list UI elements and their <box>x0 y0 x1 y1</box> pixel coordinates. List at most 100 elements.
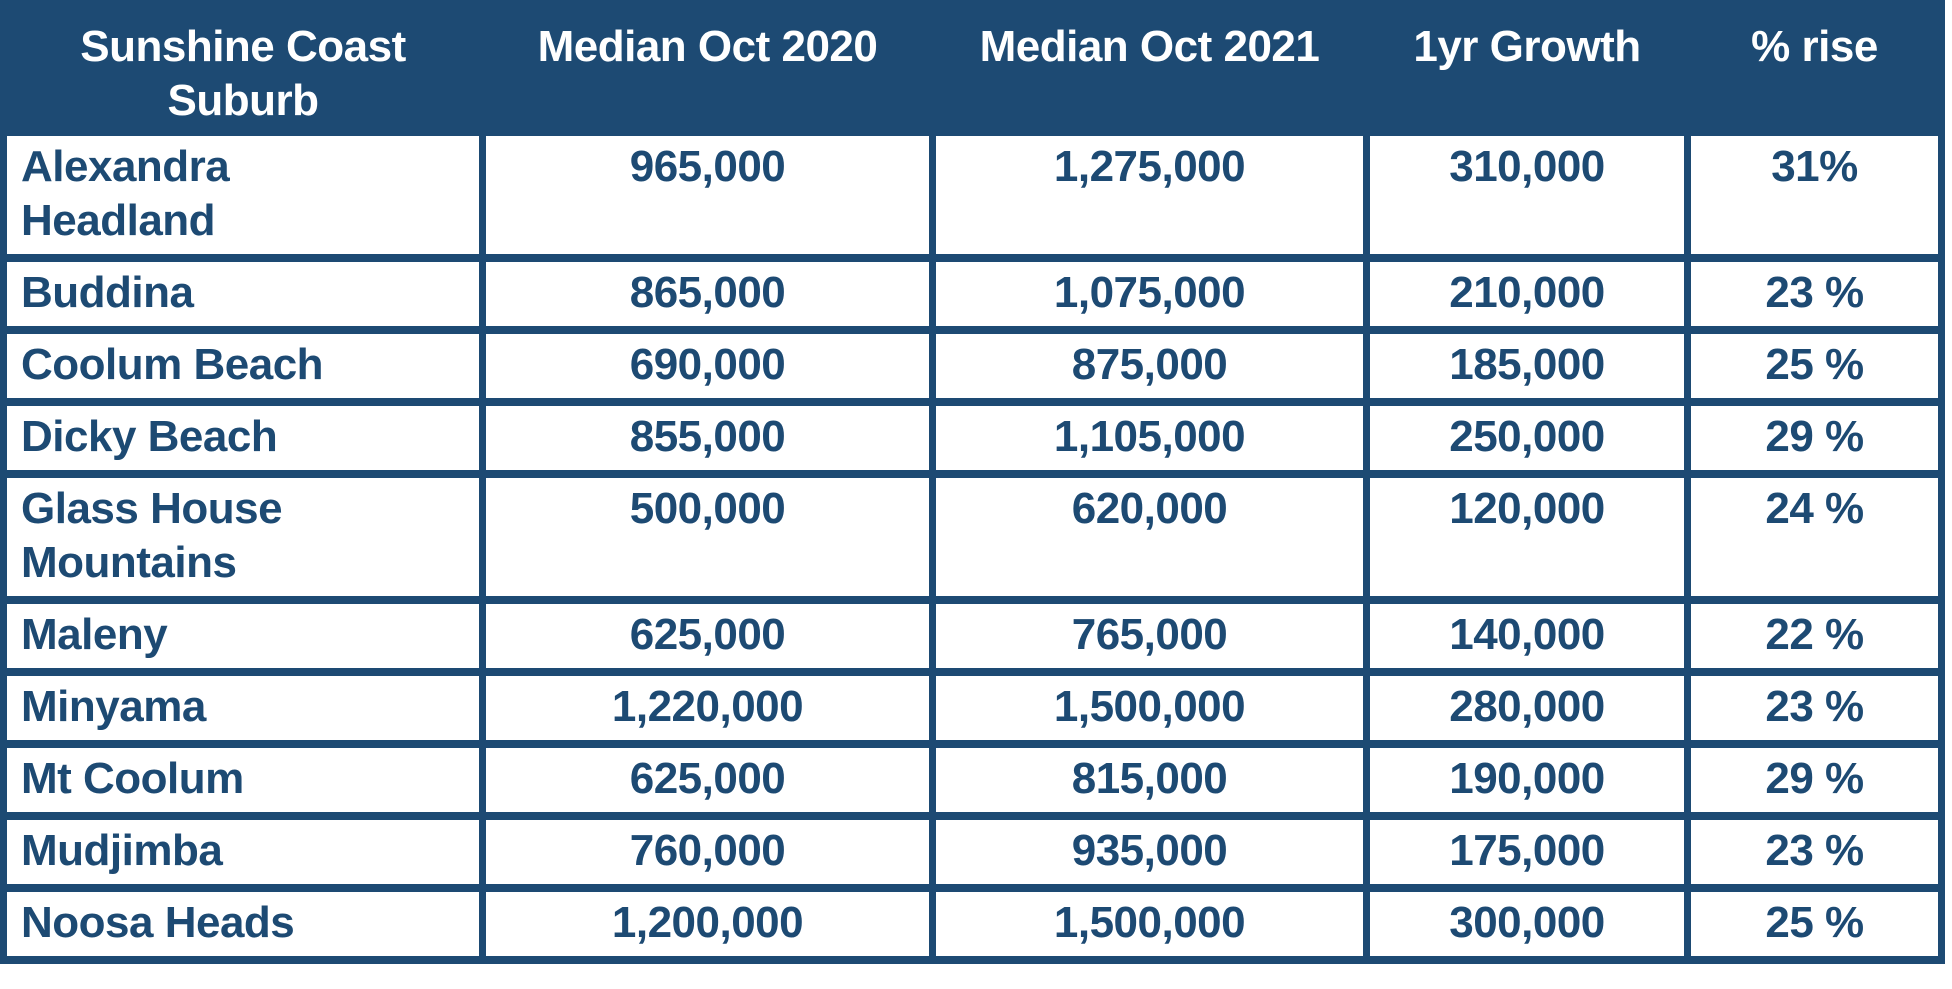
median-oct-2020-cell: 625,000 <box>479 596 936 676</box>
median-oct-2021-cell: 1,500,000 <box>929 884 1370 964</box>
median-oct-2021-value: 875,000 <box>1071 340 1228 389</box>
median-oct-2021-cell: 620,000 <box>929 470 1370 604</box>
pct-rise-cell: 29 % <box>1684 740 1945 820</box>
median-oct-2021-cell: 1,075,000 <box>929 254 1370 334</box>
growth-value: 210,000 <box>1449 268 1605 317</box>
median-oct-2020-value: 1,220,000 <box>611 682 804 731</box>
median-oct-2021-cell: 1,275,000 <box>929 128 1370 262</box>
suburb-cell: Buddina <box>0 254 486 334</box>
median-oct-2021-value: 1,500,000 <box>1053 898 1246 947</box>
median-oct-2021-value: 765,000 <box>1071 610 1228 659</box>
header-pct-rise: % rise <box>1684 0 1945 136</box>
median-oct-2020-value: 760,000 <box>629 826 786 875</box>
header-suburb: Sunshine Coast Suburb <box>0 0 486 136</box>
growth-value: 250,000 <box>1449 412 1605 461</box>
growth-value: 190,000 <box>1449 754 1605 803</box>
growth-value: 175,000 <box>1449 826 1605 875</box>
median-oct-2020-cell: 500,000 <box>479 470 936 604</box>
pct-rise-value: 29 % <box>1765 412 1864 461</box>
median-oct-2021-cell: 765,000 <box>929 596 1370 676</box>
median-oct-2020-value: 865,000 <box>629 268 786 317</box>
median-oct-2020-cell: 690,000 <box>479 326 936 406</box>
table-row: Buddina 865,000 1,075,000 210,000 23 % <box>0 254 1945 334</box>
suburb-name: Minyama <box>21 682 206 731</box>
median-oct-2020-value: 965,000 <box>629 142 786 191</box>
median-oct-2020-value: 500,000 <box>629 484 786 533</box>
suburb-name: Buddina <box>21 268 194 317</box>
suburb-cell: Mt Coolum <box>0 740 486 820</box>
median-oct-2021-cell: 815,000 <box>929 740 1370 820</box>
median-oct-2021-value: 620,000 <box>1071 484 1228 533</box>
median-oct-2021-value: 1,500,000 <box>1053 682 1246 731</box>
pct-rise-value: 25 % <box>1765 340 1864 389</box>
suburb-name: Dicky Beach <box>21 412 278 461</box>
median-oct-2020-value: 690,000 <box>629 340 786 389</box>
pct-rise-cell: 25 % <box>1684 326 1945 406</box>
table-row: Mudjimba 760,000 935,000 175,000 23 % <box>0 812 1945 892</box>
table-row: Noosa Heads 1,200,000 1,500,000 300,000 … <box>0 884 1945 964</box>
median-oct-2021-cell: 875,000 <box>929 326 1370 406</box>
suburb-price-table: Sunshine Coast Suburb Median Oct 2020 Me… <box>0 0 1945 964</box>
table-row: Alexandra Headland 965,000 1,275,000 310… <box>0 128 1945 262</box>
pct-rise-value: 29 % <box>1765 754 1864 803</box>
table-row: Dicky Beach 855,000 1,105,000 250,000 29… <box>0 398 1945 478</box>
median-oct-2020-value: 1,200,000 <box>611 898 804 947</box>
growth-value: 140,000 <box>1449 610 1605 659</box>
pct-rise-cell: 29 % <box>1684 398 1945 478</box>
pct-rise-value: 23 % <box>1765 826 1864 875</box>
table-row: Coolum Beach 690,000 875,000 185,000 25 … <box>0 326 1945 406</box>
growth-cell: 190,000 <box>1363 740 1691 820</box>
suburb-cell: Maleny <box>0 596 486 676</box>
median-oct-2021-cell: 1,105,000 <box>929 398 1370 478</box>
table-row: Glass House Mountains 500,000 620,000 12… <box>0 470 1945 604</box>
pct-rise-cell: 22 % <box>1684 596 1945 676</box>
table-row: Maleny 625,000 765,000 140,000 22 % <box>0 596 1945 676</box>
growth-cell: 140,000 <box>1363 596 1691 676</box>
median-oct-2020-cell: 855,000 <box>479 398 936 478</box>
suburb-cell: Minyama <box>0 668 486 748</box>
header-suburb-label: Sunshine Coast Suburb <box>80 22 406 125</box>
header-median-2020-label: Median Oct 2020 <box>537 22 878 71</box>
header-row: Sunshine Coast Suburb Median Oct 2020 Me… <box>0 0 1945 136</box>
pct-rise-value: 23 % <box>1765 682 1864 731</box>
median-oct-2021-value: 815,000 <box>1071 754 1228 803</box>
median-oct-2020-cell: 760,000 <box>479 812 936 892</box>
growth-cell: 300,000 <box>1363 884 1691 964</box>
growth-cell: 280,000 <box>1363 668 1691 748</box>
suburb-name: Glass House Mountains <box>21 484 283 587</box>
median-oct-2021-value: 1,275,000 <box>1053 142 1246 191</box>
suburb-name: Maleny <box>21 610 168 659</box>
pct-rise-value: 31% <box>1771 142 1858 191</box>
suburb-name: Coolum Beach <box>21 340 324 389</box>
suburb-name: Mudjimba <box>21 826 223 875</box>
header-median-oct-2021: Median Oct 2021 <box>929 0 1370 136</box>
pct-rise-cell: 23 % <box>1684 254 1945 334</box>
median-oct-2020-value: 625,000 <box>629 754 786 803</box>
pct-rise-value: 24 % <box>1765 484 1864 533</box>
suburb-name: Alexandra Headland <box>21 142 230 245</box>
median-oct-2021-cell: 1,500,000 <box>929 668 1370 748</box>
median-oct-2020-cell: 1,200,000 <box>479 884 936 964</box>
suburb-cell: Alexandra Headland <box>0 128 486 262</box>
median-oct-2020-cell: 1,220,000 <box>479 668 936 748</box>
median-oct-2020-cell: 625,000 <box>479 740 936 820</box>
growth-value: 185,000 <box>1449 340 1605 389</box>
growth-cell: 185,000 <box>1363 326 1691 406</box>
header-median-2021-label: Median Oct 2021 <box>979 22 1320 71</box>
median-oct-2020-value: 625,000 <box>629 610 786 659</box>
table-header: Sunshine Coast Suburb Median Oct 2020 Me… <box>0 0 1945 136</box>
suburb-cell: Dicky Beach <box>0 398 486 478</box>
growth-value: 310,000 <box>1449 142 1605 191</box>
pct-rise-cell: 25 % <box>1684 884 1945 964</box>
growth-cell: 250,000 <box>1363 398 1691 478</box>
suburb-cell: Glass House Mountains <box>0 470 486 604</box>
table-row: Mt Coolum 625,000 815,000 190,000 29 % <box>0 740 1945 820</box>
growth-value: 120,000 <box>1449 484 1605 533</box>
median-oct-2021-value: 1,105,000 <box>1053 412 1246 461</box>
pct-rise-value: 22 % <box>1765 610 1864 659</box>
median-oct-2021-value: 1,075,000 <box>1053 268 1246 317</box>
median-oct-2020-cell: 965,000 <box>479 128 936 262</box>
suburb-name: Mt Coolum <box>21 754 244 803</box>
median-oct-2021-value: 935,000 <box>1071 826 1228 875</box>
suburb-cell: Coolum Beach <box>0 326 486 406</box>
